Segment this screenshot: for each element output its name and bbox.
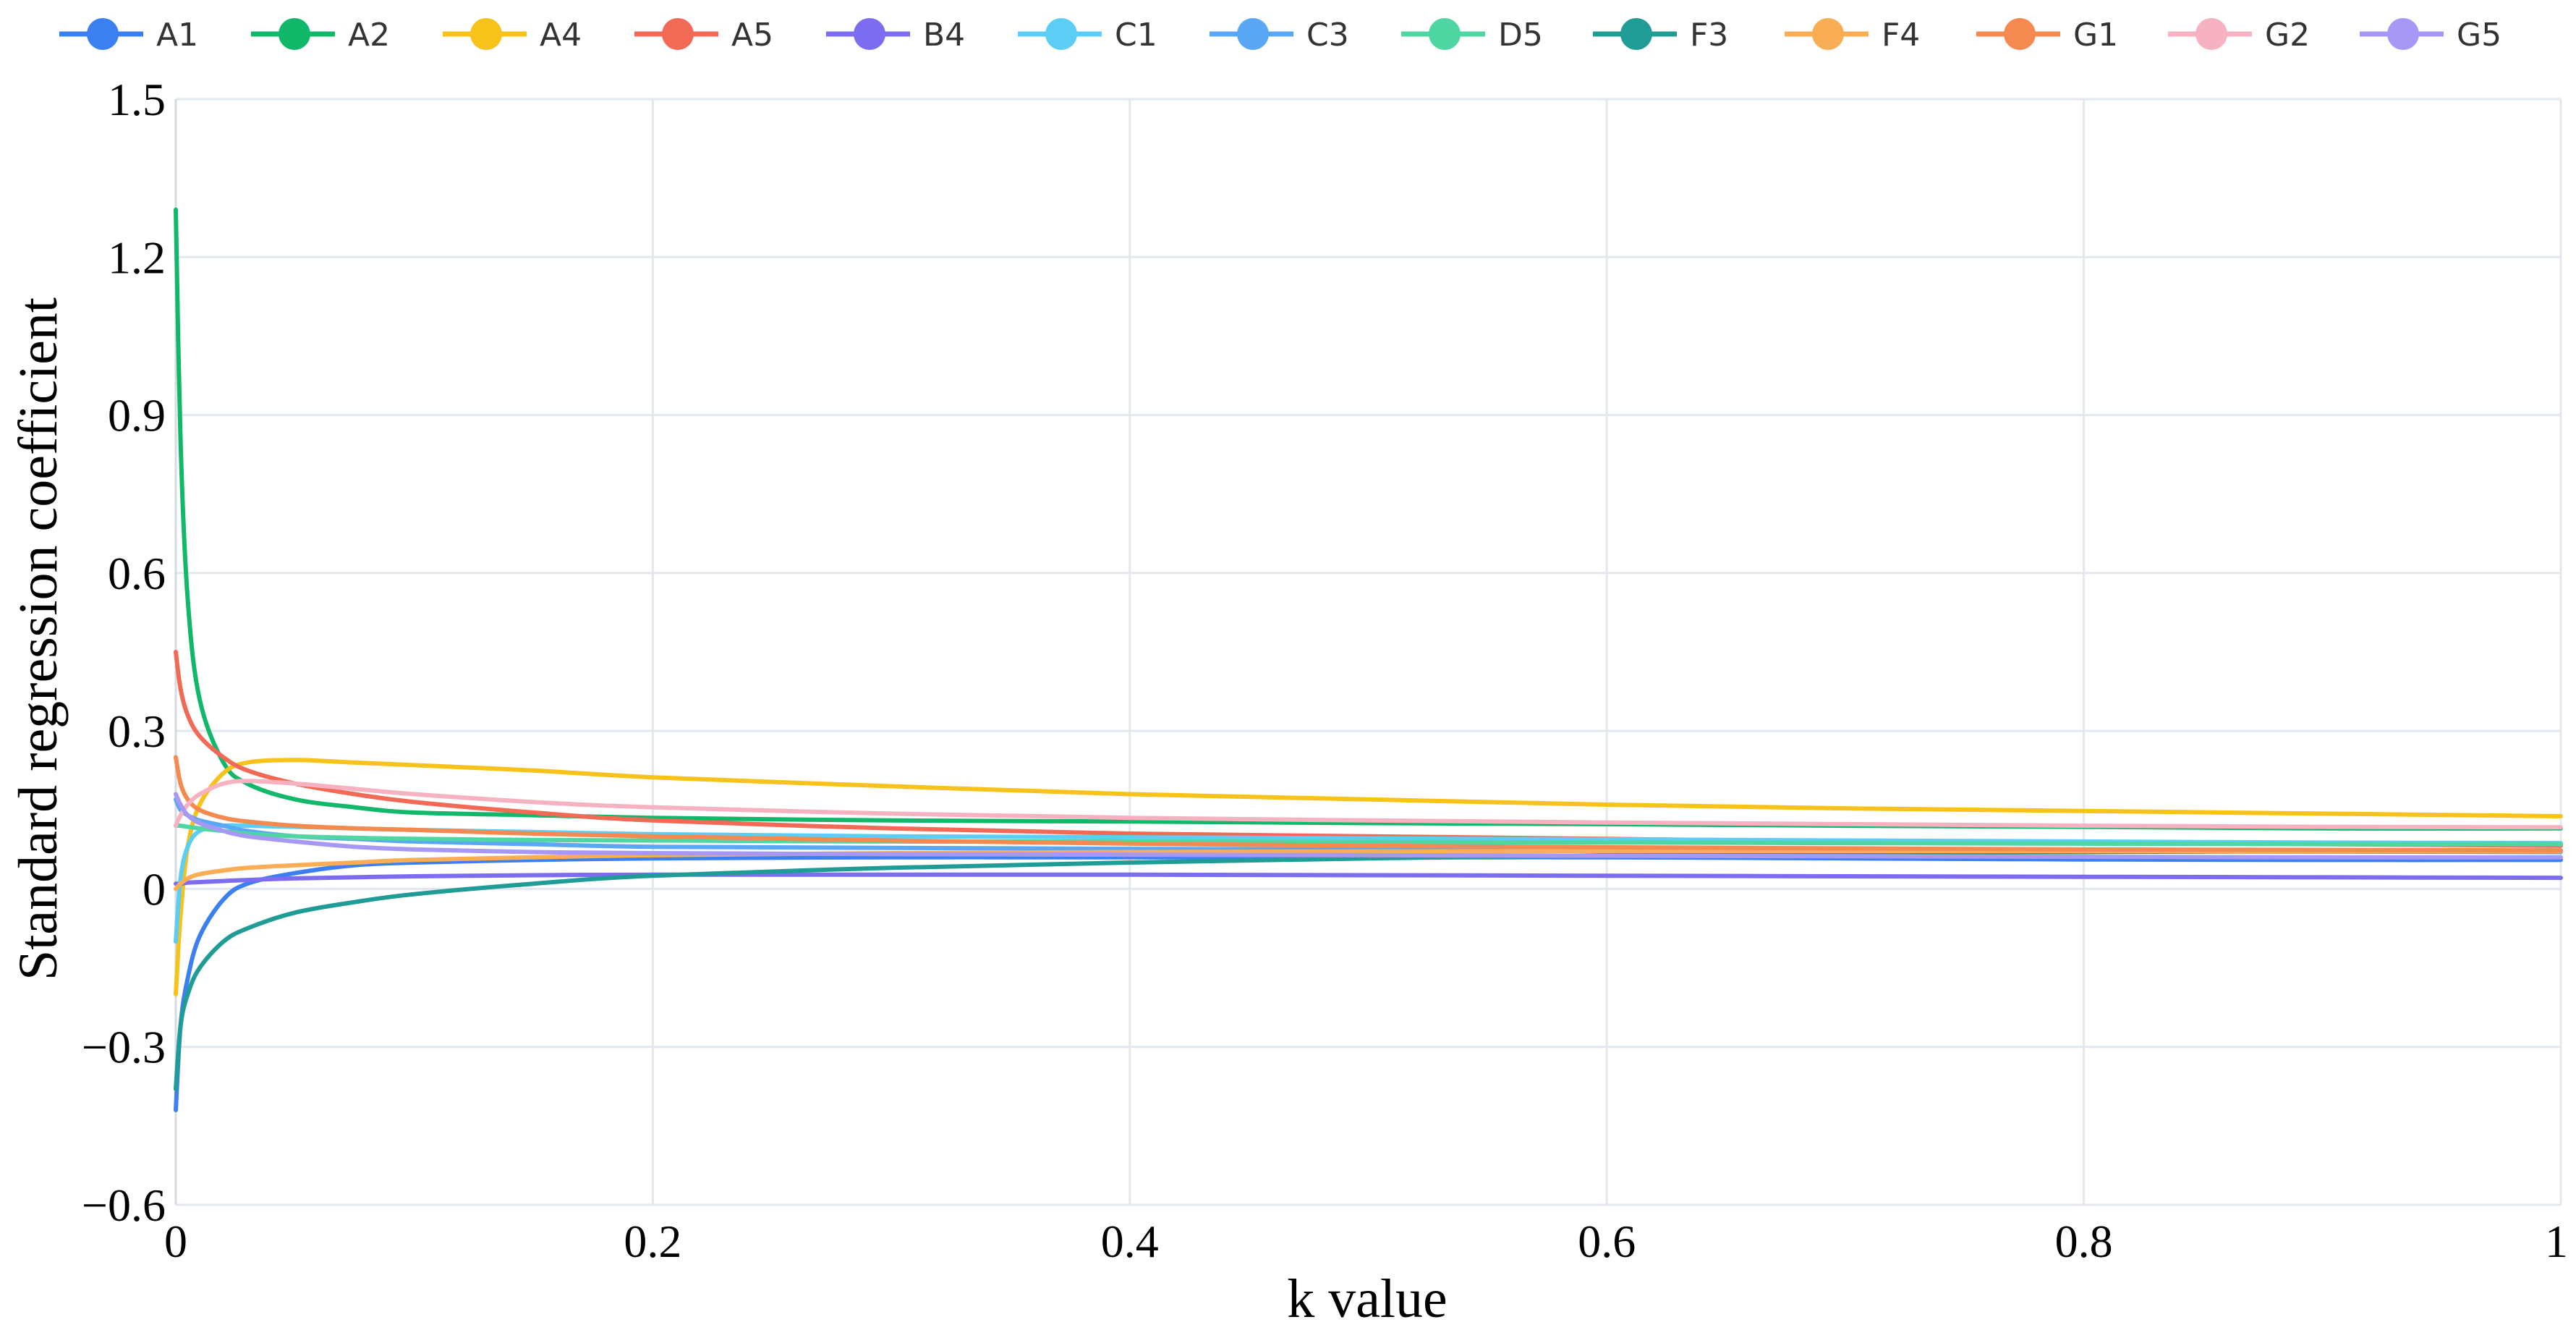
series-line-b4 <box>174 872 2563 886</box>
legend-marker-icon <box>854 18 885 50</box>
grid-lines <box>174 98 2562 1206</box>
x-tick-label: 0 <box>164 1216 187 1267</box>
legend-label: A4 <box>540 17 582 54</box>
legend-label: D5 <box>1498 17 1543 54</box>
legend-marker-icon <box>2195 18 2227 50</box>
series-line-a4 <box>174 758 2563 996</box>
y-tick-label: 0.9 <box>108 390 166 441</box>
legend-item-f4[interactable]: F4 <box>1785 17 1920 54</box>
legend-label: B4 <box>923 17 965 54</box>
x-tick-label: 0.4 <box>1101 1216 1159 1267</box>
series-lines <box>174 207 2563 1112</box>
legend[interactable]: A1 A2 A4 A5 B4 C1 C3 D5 F3 F4 G1 G2 G5 <box>59 17 2501 54</box>
legend-marker-icon <box>1237 18 1269 50</box>
series-line-a1 <box>174 855 2563 1112</box>
legend-label: A5 <box>731 17 773 54</box>
x-axis-title: k value <box>1287 1268 1448 1329</box>
y-tick-label: 0 <box>143 863 166 915</box>
x-tick-label: 0.8 <box>2055 1216 2113 1267</box>
y-axis-title: Standard regression coefficient <box>8 297 69 980</box>
legend-item-a1[interactable]: A1 <box>59 17 198 54</box>
legend-marker-icon <box>1429 18 1461 50</box>
tick-labels: −0.6 −0.3 0 0.3 0.6 0.9 1.2 1.5 0 0.2 0.4 0.6 0.8 1 <box>82 74 2568 1267</box>
legend-marker-icon <box>470 18 502 50</box>
legend-label: A1 <box>156 17 198 54</box>
y-tick-label: 1.2 <box>108 232 166 283</box>
legend-label: G1 <box>2073 17 2118 54</box>
legend-label: A2 <box>348 17 390 54</box>
series-line-g1 <box>174 755 2563 853</box>
y-tick-label: −0.6 <box>82 1179 166 1231</box>
series-line-g5 <box>174 792 2563 860</box>
legend-item-b4[interactable]: B4 <box>826 17 965 54</box>
y-tick-label: −0.3 <box>82 1022 166 1073</box>
legend-item-d5[interactable]: D5 <box>1401 17 1543 54</box>
y-tick-label: 0.6 <box>108 548 166 599</box>
legend-marker-icon <box>279 18 310 50</box>
series-line-g2 <box>174 779 2563 830</box>
legend-item-g5[interactable]: G5 <box>2360 17 2501 54</box>
y-tick-label: 0.3 <box>108 706 166 757</box>
legend-label: F3 <box>1690 17 1728 54</box>
legend-item-a4[interactable]: A4 <box>443 17 582 54</box>
legend-label: G5 <box>2457 17 2501 54</box>
legend-item-g2[interactable]: G2 <box>2168 17 2310 54</box>
legend-marker-icon <box>1812 18 1844 50</box>
legend-marker-icon <box>2004 18 2036 50</box>
legend-label: F4 <box>1882 17 1920 54</box>
legend-marker-icon <box>1045 18 1077 50</box>
legend-label: C1 <box>1115 17 1157 54</box>
x-tick-label: 0.2 <box>624 1216 681 1267</box>
legend-label: C3 <box>1306 17 1349 54</box>
legend-marker-icon <box>2387 18 2419 50</box>
x-tick-label: 0.6 <box>1578 1216 1636 1267</box>
legend-item-a2[interactable]: A2 <box>251 17 390 54</box>
legend-item-f3[interactable]: F3 <box>1593 17 1728 54</box>
legend-label: G2 <box>2265 17 2310 54</box>
legend-item-g1[interactable]: G1 <box>1976 17 2118 54</box>
legend-marker-icon <box>1620 18 1652 50</box>
legend-marker-icon <box>662 18 694 50</box>
legend-item-c3[interactable]: C3 <box>1210 17 1349 54</box>
y-tick-label: 1.5 <box>108 74 166 125</box>
series-line-c1 <box>174 823 2563 944</box>
legend-item-a5[interactable]: A5 <box>634 17 773 54</box>
legend-marker-icon <box>87 18 119 50</box>
legend-item-c1[interactable]: C1 <box>1018 17 1157 54</box>
x-tick-label: 1 <box>2545 1216 2568 1267</box>
